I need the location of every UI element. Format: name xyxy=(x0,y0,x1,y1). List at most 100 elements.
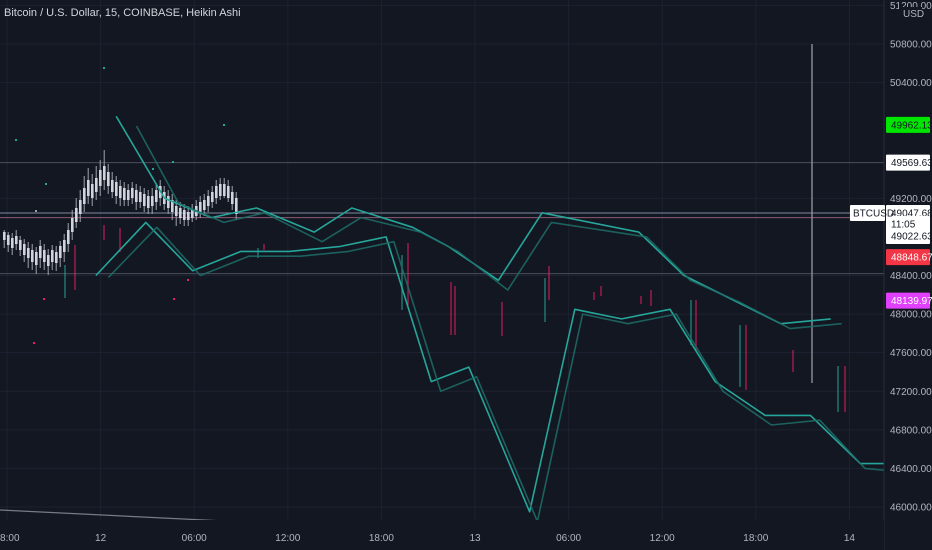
candle-body xyxy=(219,184,222,196)
candle-body xyxy=(147,196,150,208)
price-tick-label: 47600.00 xyxy=(890,348,932,359)
time-tick-label: 13 xyxy=(469,533,481,544)
series-line-lower-shadow xyxy=(107,226,886,523)
candle-body xyxy=(115,182,118,196)
candle-body xyxy=(107,172,110,186)
signal-dot xyxy=(35,210,37,212)
candle-body xyxy=(139,192,142,202)
price-axis-background xyxy=(884,0,932,550)
candle-body xyxy=(55,252,58,263)
candle-body xyxy=(127,190,130,200)
price-tick-label: 51200.00 xyxy=(890,1,932,12)
signal-dot xyxy=(173,298,175,300)
candle-body xyxy=(223,184,226,196)
time-tick-label: 18:00 xyxy=(369,533,394,544)
series-line-lower xyxy=(95,221,886,513)
candle-body xyxy=(67,230,70,244)
candle-body xyxy=(215,186,218,198)
price-tag-label: 49569.63 xyxy=(891,158,932,169)
signal-dot xyxy=(15,139,17,141)
price-tick-label: 50800.00 xyxy=(890,40,932,51)
candle-body xyxy=(39,246,42,258)
currency-label[interactable]: USD xyxy=(903,9,924,20)
candle-body xyxy=(27,248,30,258)
candle-body xyxy=(23,244,26,255)
price-tick-label: 49200.00 xyxy=(890,194,932,205)
signal-dot xyxy=(43,298,45,300)
price-tick-label: 46800.00 xyxy=(890,425,932,436)
signal-dot xyxy=(152,168,154,170)
candle-body xyxy=(199,202,202,212)
band-lines xyxy=(95,115,886,523)
candle-body xyxy=(19,240,22,250)
candle-body xyxy=(63,240,66,252)
signal-dot xyxy=(33,342,35,344)
candle-body xyxy=(231,192,234,204)
price-tag-label: 11:05 xyxy=(891,219,916,230)
candle-body xyxy=(191,210,194,218)
candle-body xyxy=(71,218,74,232)
candle-body xyxy=(235,198,238,214)
time-tick-label: 12 xyxy=(95,533,107,544)
candle-body xyxy=(227,186,230,198)
candle-body xyxy=(11,238,14,248)
price-tag-box xyxy=(886,249,930,266)
candle-body xyxy=(171,200,174,212)
chart-title: Bitcoin / U.S. Dollar, 15, COINBASE, Hei… xyxy=(4,7,241,19)
candle-body xyxy=(187,212,190,220)
candle-body xyxy=(83,188,86,204)
price-tick-label: 48000.00 xyxy=(890,310,932,321)
time-tick-label: 14 xyxy=(844,533,856,544)
candle-body xyxy=(155,190,158,202)
candle-body xyxy=(47,255,50,266)
time-axis[interactable]: 18:00 12 06:00 12:00 18:00 13 06:00 12:00 18:00 1… xyxy=(0,520,884,550)
price-tag-label: 48848.67 xyxy=(891,253,932,264)
candles xyxy=(3,150,238,275)
price-tag-box xyxy=(886,116,930,133)
price-axis[interactable]: 51200.00 50800.00 50400.00 49200.00 48400.00… xyxy=(883,0,932,550)
price-tag-box xyxy=(886,227,930,244)
signal-markers xyxy=(15,67,846,412)
time-axis-background xyxy=(0,520,884,550)
candle-body xyxy=(3,232,6,240)
candle-body xyxy=(211,192,214,202)
signal-dot xyxy=(187,279,189,281)
time-tick-label: 06:00 xyxy=(182,533,207,544)
candle-body xyxy=(111,180,114,192)
candle-body xyxy=(167,196,170,208)
price-tag-label: 49022.63 xyxy=(891,231,932,242)
candle-body xyxy=(79,200,82,214)
candle-body xyxy=(131,188,134,198)
candle-body xyxy=(59,246,62,258)
price-tag-box xyxy=(886,215,930,232)
symbol-tag-label: BTCUSD xyxy=(853,209,894,220)
candle-body xyxy=(31,250,34,262)
candle-body xyxy=(87,180,90,196)
signal-dot xyxy=(103,67,105,69)
time-tick-label: 06:00 xyxy=(556,533,581,544)
time-tick-label: 18:00 xyxy=(0,533,20,544)
candle-body xyxy=(143,194,146,206)
price-tag-label: 48139.97 xyxy=(891,296,932,307)
symbol-tag-box xyxy=(850,205,885,222)
time-tick-label: 18:00 xyxy=(743,533,768,544)
candle-body xyxy=(95,178,98,192)
candle-body xyxy=(75,208,78,222)
time-tick-label: 12:00 xyxy=(275,533,300,544)
candle-body xyxy=(35,252,38,265)
candle-body xyxy=(103,166,106,180)
series-line-upper-shadow xyxy=(135,125,842,330)
signal-dot xyxy=(45,183,47,185)
price-tag-box xyxy=(886,154,930,171)
candle-body xyxy=(207,196,210,206)
price-tick-label: 50400.00 xyxy=(890,78,932,89)
price-tick-label: 46000.00 xyxy=(890,503,932,514)
candle-body xyxy=(43,250,46,262)
candle-body xyxy=(7,235,10,245)
currency-box xyxy=(899,7,922,21)
candle-body xyxy=(203,200,206,210)
candle-body xyxy=(179,208,182,218)
candle-body xyxy=(119,186,122,198)
